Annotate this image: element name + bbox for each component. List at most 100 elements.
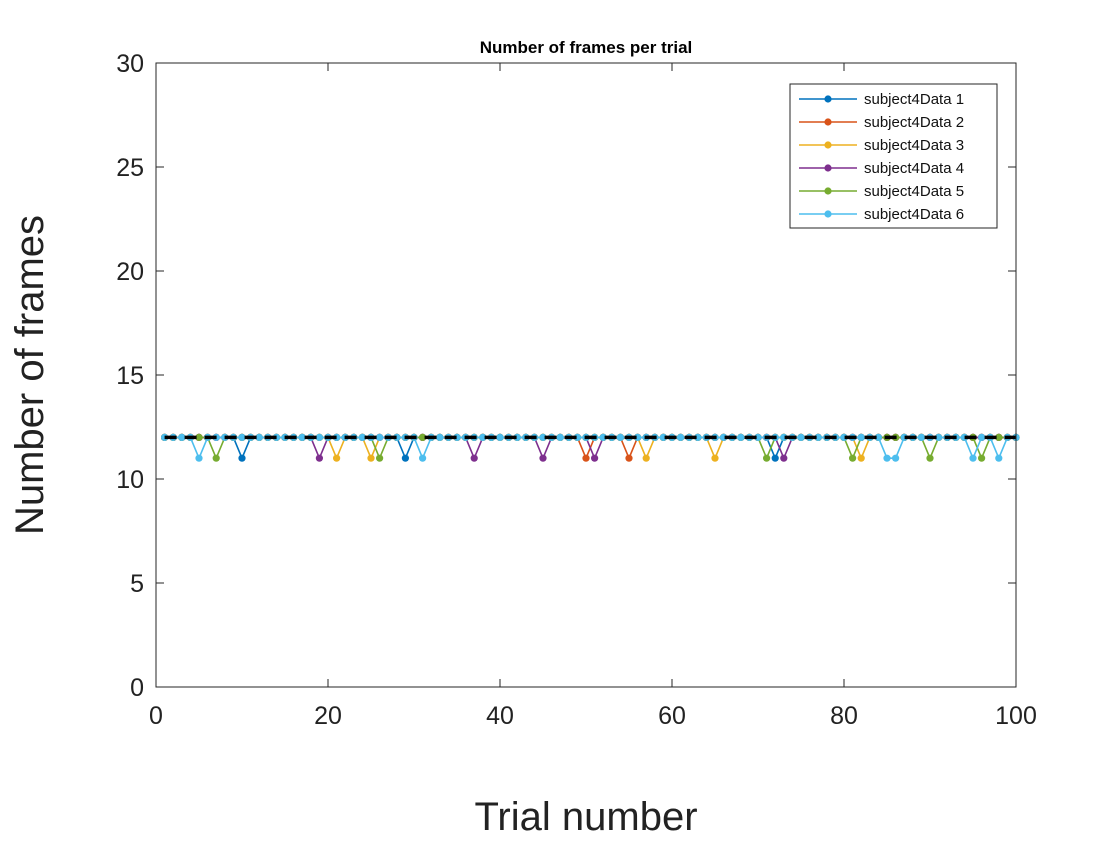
legend-swatch-marker: [824, 118, 832, 126]
data-point: [883, 454, 891, 462]
data-point: [573, 433, 582, 441]
data-point: [737, 433, 745, 441]
legend-item: subject4Data 3: [799, 137, 964, 154]
x-tick-label: 60: [658, 702, 686, 730]
data-point: [677, 433, 685, 441]
y-axis-label: Number of frames: [8, 215, 52, 535]
data-point: [642, 454, 650, 462]
legend-label: subject4Data 3: [864, 137, 964, 154]
data-point: [238, 433, 246, 441]
data-point: [496, 433, 504, 441]
data-point: [900, 433, 908, 441]
legend-item: subject4Data 5: [799, 183, 964, 200]
data-point: [625, 454, 633, 462]
data-point: [857, 454, 865, 462]
data-point: [376, 433, 384, 441]
data-point: [539, 433, 547, 441]
legend-label: subject4Data 5: [864, 183, 964, 200]
data-point: [978, 433, 986, 441]
legend-swatch-marker: [824, 164, 832, 172]
legend-item: subject4Data 6: [799, 206, 964, 223]
x-tick-label: 40: [486, 702, 514, 730]
legend: subject4Data 1 subject4Data 2 subject4Data…: [789, 83, 998, 229]
data-point: [212, 454, 220, 462]
y-tick-label: 15: [116, 362, 144, 390]
data-point: [367, 454, 375, 462]
legend-item: subject4Data 4: [799, 160, 964, 177]
legend-label: subject4Data 6: [864, 206, 964, 223]
data-point: [814, 433, 822, 441]
data-point: [419, 454, 427, 462]
y-tick-label: 25: [116, 154, 144, 182]
data-point: [393, 433, 401, 441]
data-point: [513, 433, 521, 441]
x-tick-label: 0: [149, 702, 163, 730]
data-point: [616, 433, 625, 441]
data-point: [711, 454, 719, 462]
data-point: [419, 433, 427, 441]
data-point: [995, 433, 1003, 441]
data-point: [797, 433, 805, 441]
data-point: [436, 433, 444, 441]
chart-title: Number of frames per trial: [480, 38, 693, 57]
legend-items: subject4Data 1 subject4Data 2 subject4Data…: [799, 91, 964, 223]
tick-layer: 0 20 40 60 80 100 0 5 10 15 20 25 30: [116, 50, 1037, 730]
data-point: [995, 454, 1003, 462]
data-point: [978, 454, 986, 462]
data-point: [178, 433, 186, 441]
y-tick-label: 20: [116, 258, 144, 286]
data-point: [720, 433, 728, 441]
data-point: [582, 454, 590, 462]
data-point: [255, 433, 263, 441]
data-point: [470, 454, 478, 462]
data-point: [298, 433, 306, 441]
legend-swatch-marker: [824, 187, 832, 195]
data-point: [333, 454, 341, 462]
data-point: [479, 433, 487, 441]
x-axis-label: Trial number: [474, 795, 697, 839]
legend-item: subject4Data 2: [799, 114, 964, 131]
data-point: [634, 433, 642, 441]
data-point: [591, 454, 599, 462]
data-point: [376, 454, 384, 462]
data-point: [754, 433, 762, 441]
x-tick-label: 100: [995, 702, 1037, 730]
data-point: [195, 454, 203, 462]
legend-label: subject4Data 4: [864, 160, 964, 177]
data-point: [401, 454, 409, 462]
legend-label: subject4Data 1: [864, 91, 964, 108]
data-point: [315, 433, 323, 441]
data-point: [960, 433, 969, 441]
data-point: [315, 454, 323, 462]
legend-swatch-marker: [824, 95, 832, 103]
data-point: [599, 433, 607, 441]
data-point: [780, 433, 788, 441]
data-point: [453, 433, 461, 441]
data-point: [763, 454, 771, 462]
data-point: [195, 433, 203, 441]
y-tick-label: 0: [130, 674, 144, 702]
legend-swatch-marker: [824, 210, 832, 218]
legend-item: subject4Data 1: [799, 91, 964, 108]
data-point: [849, 454, 857, 462]
data-point: [358, 433, 366, 441]
legend-box: [789, 83, 998, 229]
data-point: [969, 454, 977, 462]
data-point: [926, 454, 934, 462]
data-point: [780, 454, 788, 462]
data-point: [771, 454, 779, 462]
data-point: [840, 433, 848, 441]
x-tick-label: 80: [830, 702, 858, 730]
data-point: [857, 433, 865, 441]
x-tick-label: 20: [314, 702, 342, 730]
data-point: [556, 433, 564, 441]
data-point: [917, 433, 926, 441]
y-tick-label: 10: [116, 466, 144, 494]
y-tick-label: 30: [116, 50, 144, 78]
data-point: [694, 433, 702, 441]
data-point: [935, 433, 943, 441]
legend-swatch-marker: [824, 141, 832, 149]
data-point: [892, 454, 900, 462]
